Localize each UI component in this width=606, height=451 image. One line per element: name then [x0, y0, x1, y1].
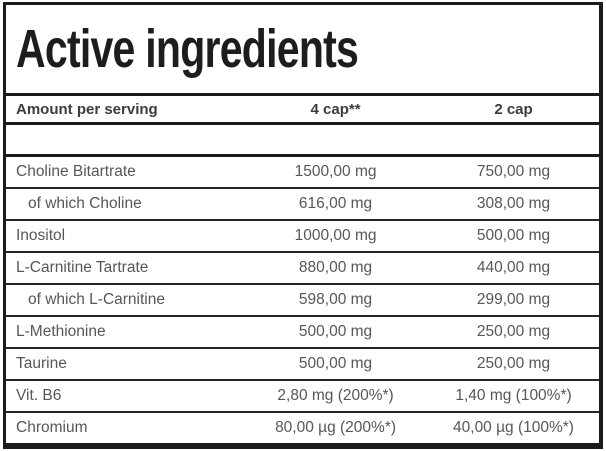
- amount-4cap: 80,00 µg (200%*): [243, 411, 428, 446]
- ingredient-name: Choline Bitartrate: [4, 154, 244, 188]
- amount-4cap: 1500,00 mg: [243, 154, 428, 188]
- amount-2cap: 299,00 mg: [428, 283, 601, 316]
- table-row-choline-bitartrate: Choline Bitartrate 1500,00 mg 750,00 mg: [4, 154, 601, 188]
- amount-4cap: 598,00 mg: [243, 283, 428, 316]
- ingredient-name: L-Methionine: [4, 315, 244, 348]
- amount-2cap: 250,00 mg: [428, 347, 601, 380]
- title-cell: Active ingredients: [5, 4, 602, 95]
- amount-2cap: 500,00 mg: [428, 219, 601, 252]
- ingredient-name: Chromium: [4, 411, 244, 446]
- page-title: Active ingredients: [16, 19, 359, 79]
- amount-2cap: 250,00 mg: [428, 315, 601, 348]
- amount-2cap: 1,40 mg (100%*): [428, 379, 601, 412]
- ingredient-name: Taurine: [4, 347, 244, 380]
- amount-4cap: 500,00 mg: [243, 347, 428, 380]
- ingredient-name: Vit. B6: [4, 379, 244, 412]
- table-row-chromium: Chromium 80,00 µg (200%*) 40,00 µg (100%…: [4, 411, 601, 446]
- amount-2cap: 750,00 mg: [428, 154, 601, 188]
- table-row-of-which-l-carnitine: of which L-Carnitine 598,00 mg 299,00 mg: [4, 283, 601, 316]
- amount-4cap: 500,00 mg: [243, 315, 428, 348]
- amount-4cap: 2,80 mg (200%*): [243, 379, 428, 412]
- ingredient-name: of which L-Carnitine: [4, 283, 244, 316]
- table-row-taurine: Taurine 500,00 mg 250,00 mg: [4, 347, 601, 380]
- amount-4cap: 1000,00 mg: [243, 219, 428, 252]
- ingredient-name: of which Choline: [4, 187, 244, 220]
- amount-4cap: 616,00 mg: [243, 187, 428, 220]
- ingredient-name: L-Carnitine Tartrate: [4, 251, 244, 284]
- amount-2cap: 40,00 µg (100%*): [428, 411, 601, 446]
- table-row-l-methionine: L-Methionine 500,00 mg 250,00 mg: [4, 315, 601, 348]
- spacer-row: [4, 123, 601, 157]
- column-header-amount-per-serving: Amount per serving: [4, 93, 244, 125]
- table-header-row: Amount per serving 4 cap** 2 cap: [4, 93, 601, 125]
- amount-4cap: 880,00 mg: [243, 251, 428, 284]
- table-row-inositol: Inositol 1000,00 mg 500,00 mg: [4, 219, 601, 252]
- table-row-of-which-choline: of which Choline 616,00 mg 308,00 mg: [4, 187, 601, 220]
- column-header-2cap: 2 cap: [428, 93, 601, 125]
- table-row-l-carnitine-tartrate: L-Carnitine Tartrate 880,00 mg 440,00 mg: [4, 251, 601, 284]
- amount-2cap: 440,00 mg: [428, 251, 601, 284]
- ingredient-name: Inositol: [4, 219, 244, 252]
- active-ingredients-table: Active ingredients Amount per serving 4 …: [3, 2, 603, 449]
- amount-2cap: 308,00 mg: [428, 187, 601, 220]
- spacer-cell: [4, 123, 601, 157]
- title-row: Active ingredients: [5, 4, 602, 95]
- column-header-4cap: 4 cap**: [243, 93, 428, 125]
- table-row-vit-b6: Vit. B6 2,80 mg (200%*) 1,40 mg (100%*): [4, 379, 601, 412]
